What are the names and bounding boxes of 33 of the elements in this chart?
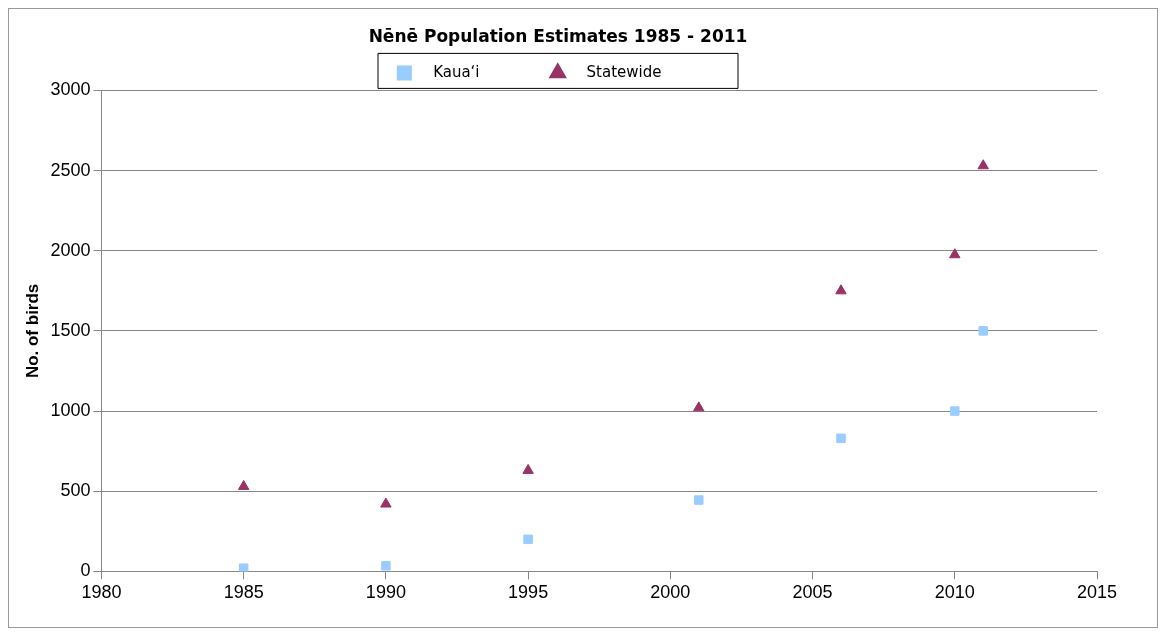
- point: [522, 463, 534, 474]
- point: [978, 326, 988, 336]
- point: [950, 406, 960, 416]
- y-tick-label: 2500: [50, 159, 91, 180]
- x-tick-label: 1995: [508, 582, 549, 603]
- y-tick-label: 2000: [50, 239, 91, 260]
- y-axis-title: No. of birds: [22, 283, 42, 379]
- legend-label: Kaua‘i: [418, 62, 537, 81]
- y-tick-label: 3000: [50, 79, 91, 100]
- y-tick-label: 500: [60, 480, 91, 501]
- x-tick-label: 1980: [81, 582, 122, 603]
- point: [381, 561, 391, 571]
- point: [694, 495, 704, 505]
- point: [523, 534, 533, 545]
- legend-label: Statewide: [572, 62, 719, 81]
- point: [237, 479, 250, 490]
- x-tick-label: 2010: [934, 582, 975, 603]
- x-tick-label: 2000: [650, 582, 691, 603]
- point: [693, 401, 705, 412]
- x-tick-label: 2015: [1076, 582, 1118, 603]
- chart-title: Nēnē Population Estimates 1985 - 2011: [368, 25, 748, 46]
- x-tick-label: 1985: [223, 582, 264, 603]
- x-tick-label: 1990: [365, 582, 406, 603]
- point: [238, 563, 249, 572]
- point: [977, 159, 989, 170]
- point: [949, 248, 961, 259]
- point: [835, 284, 847, 295]
- y-tick-label: 1500: [50, 319, 91, 340]
- point: [380, 497, 392, 508]
- y-tick-label: 0: [80, 560, 91, 581]
- y-tick-label: 1000: [50, 400, 91, 421]
- point: [836, 433, 846, 444]
- x-tick-label: 2005: [792, 582, 833, 603]
